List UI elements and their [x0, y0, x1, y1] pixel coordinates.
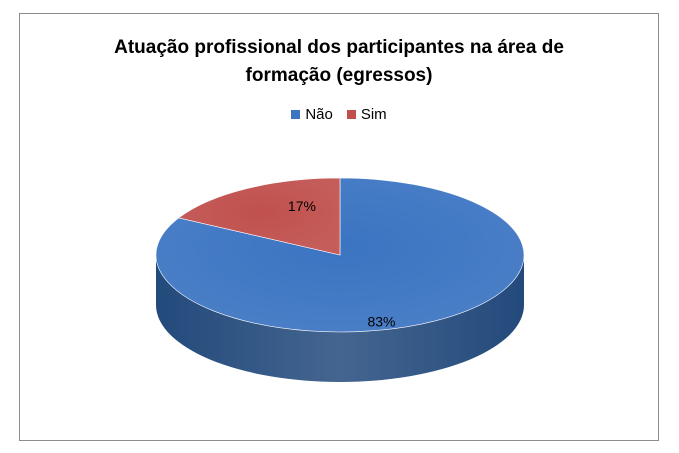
pie-chart: 83% 17% — [155, 177, 525, 382]
pie-side-no — [156, 255, 524, 382]
legend-swatch-sim — [346, 110, 356, 119]
chart-title: Atuação profissional dos participantes n… — [20, 34, 658, 90]
data-label-sim: 17% — [288, 198, 316, 214]
chart-legend: Não Sim — [20, 106, 658, 123]
chart-title-line-2: formação (egressos) — [245, 65, 433, 86]
chart-title-line-1: Atuação profissional dos participantes n… — [114, 37, 564, 58]
legend-swatch-nao — [291, 110, 301, 119]
legend-label-nao: Não — [305, 106, 333, 123]
pie-slice-sim — [178, 177, 341, 256]
legend-item-nao: Não — [291, 106, 333, 123]
legend-label-sim: Sim — [360, 106, 387, 123]
legend-item-sim: Sim — [346, 106, 387, 123]
data-label-no: 83% — [367, 313, 395, 329]
chart-frame: Atuação profissional dos participantes n… — [19, 13, 659, 441]
